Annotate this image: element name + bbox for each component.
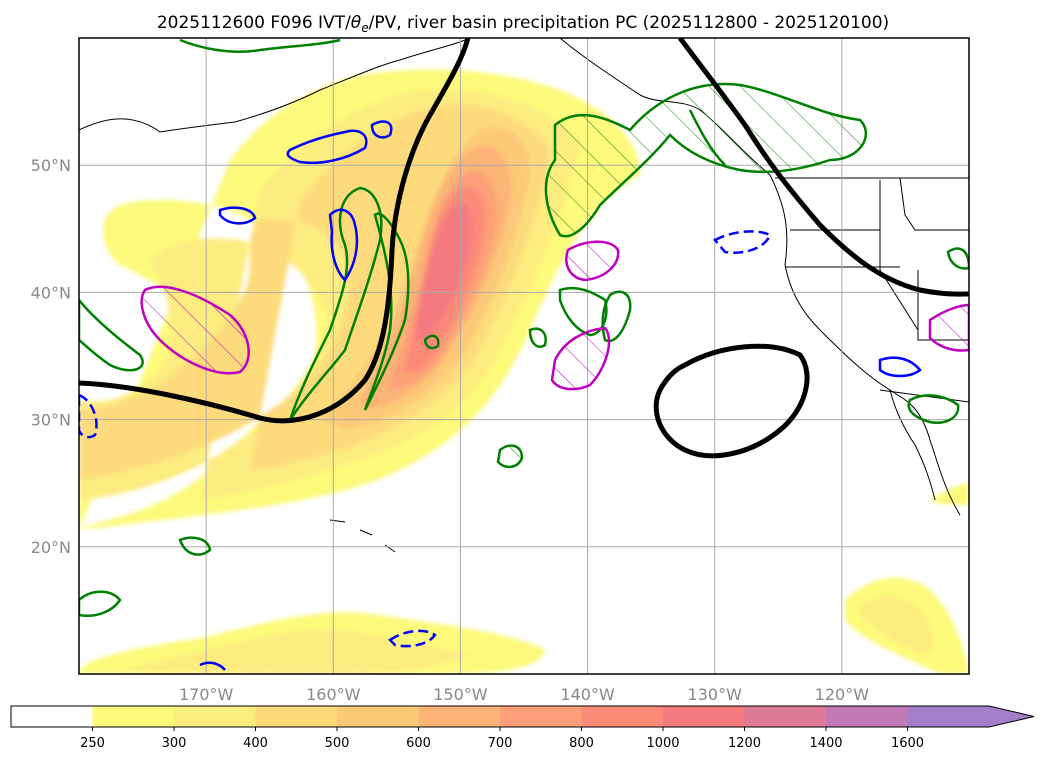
colorbar-segment — [418, 706, 500, 727]
colorbar-segment — [174, 706, 256, 727]
magenta-contour-mid1 — [565, 240, 620, 282]
green-contour-mid2 — [601, 290, 632, 343]
colorbar-segment — [907, 706, 1034, 727]
colorbar-tick-label: 1200 — [728, 736, 761, 751]
green-contours — [79, 38, 969, 617]
colorbar-tick-label: 500 — [325, 736, 350, 751]
blue-contour-ne2 — [370, 120, 393, 139]
x-tick-label: 170°W — [179, 685, 234, 704]
blue-contour-dash2 — [388, 629, 437, 648]
x-axis-ticks: 170°W 160°W 150°W 140°W 130°W 120°W — [179, 685, 869, 704]
gridlines — [79, 38, 969, 674]
chart-title: 2025112600 F096 IVT/θe/PV, river basin p… — [157, 13, 889, 35]
magenta-contours — [140, 240, 969, 391]
colorbar-segment — [500, 706, 582, 727]
x-tick-label: 160°W — [306, 685, 361, 704]
colorbar-tick-label: 300 — [162, 736, 187, 751]
green-contour-west — [79, 297, 144, 372]
colorbar-tick-label: 250 — [80, 736, 105, 751]
colorbar-segment — [826, 706, 908, 727]
ivt-shading — [79, 69, 969, 674]
green-contour-sw1 — [79, 590, 122, 617]
ivt-right-sliver — [930, 482, 969, 505]
blue-contour-sw — [199, 661, 226, 671]
black-contour-ridge — [677, 38, 969, 297]
alaska-coast — [79, 38, 471, 133]
x-tick-label: 120°W — [815, 685, 870, 704]
hawaii — [329, 519, 396, 553]
black-contour-low — [653, 343, 810, 459]
magenta-contour-mid2 — [550, 326, 611, 391]
green-contour-aleut — [179, 38, 341, 53]
y-tick-label: 50°N — [31, 156, 71, 175]
black-contour-trough — [79, 38, 471, 424]
y-tick-label: 20°N — [31, 538, 71, 557]
green-contour-ca — [907, 394, 960, 424]
colorbar-outline — [10, 705, 1035, 728]
colorbar: 250 300 400 500 600 700 800 1000 1200 1400 1600 — [10, 705, 1035, 751]
blue-contour-dash3 — [79, 393, 98, 439]
green-contour-gulf — [544, 82, 867, 238]
colorbar-tick-label: 600 — [406, 736, 431, 751]
green-contour-small1 — [496, 444, 524, 469]
colorbar-tick-label: 400 — [243, 736, 268, 751]
green-contour-plume2 — [363, 212, 410, 411]
green-contour-sw2 — [178, 536, 212, 556]
ivt-se-blob-inner — [860, 596, 933, 655]
green-contour-rockies — [688, 109, 726, 166]
map-frame — [78, 37, 970, 675]
coastlines — [79, 38, 969, 553]
map-area — [79, 38, 969, 674]
blue-contour-ne — [286, 129, 368, 165]
green-contour-az — [946, 247, 969, 270]
green-contour-small2 — [528, 327, 547, 348]
colorbar-segment — [11, 706, 93, 727]
magenta-contour-east — [928, 303, 969, 352]
blue-contour-dash1 — [713, 230, 772, 254]
y-axis-ticks: 50°N 40°N 30°N 20°N — [31, 156, 71, 557]
idaho-border — [899, 177, 969, 231]
colorbar-tick-label: 800 — [569, 736, 594, 751]
green-contour-small3 — [423, 334, 440, 350]
mexico-coast — [889, 389, 936, 501]
colorbar-segment — [744, 706, 826, 727]
colorbar-segment — [663, 706, 745, 727]
y-tick-label: 30°N — [31, 411, 71, 430]
blue-contour-ca — [878, 356, 922, 378]
colorbar-segment — [581, 706, 663, 727]
x-tick-label: 130°W — [688, 685, 743, 704]
blue-contour-west — [218, 206, 257, 225]
magenta-contour-west — [140, 285, 250, 375]
blue-contour-plume — [328, 208, 359, 282]
x-tick-label: 150°W — [433, 685, 488, 704]
x-tick-label: 140°W — [560, 685, 615, 704]
ivt-1000-region — [415, 203, 473, 340]
colorbar-tick-label: 700 — [488, 736, 513, 751]
blue-contours — [79, 120, 922, 671]
state-nv-border — [879, 180, 919, 331]
colorbar-segment — [255, 706, 337, 727]
y-tick-label: 40°N — [31, 283, 71, 302]
us-west-coast — [769, 174, 961, 516]
colorbar-segment — [337, 706, 419, 727]
colorbar-tick-label: 1400 — [809, 736, 842, 751]
black-contours — [79, 38, 969, 459]
colorbar-segment — [92, 706, 174, 727]
colorbar-tick-label: 1000 — [646, 736, 679, 751]
colorbar-tick-label: 1600 — [891, 736, 924, 751]
green-contour-plume — [288, 186, 383, 421]
